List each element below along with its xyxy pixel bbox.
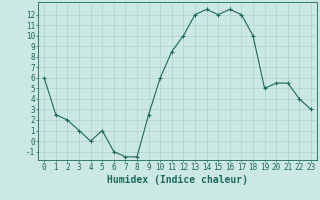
X-axis label: Humidex (Indice chaleur): Humidex (Indice chaleur) [107,175,248,185]
